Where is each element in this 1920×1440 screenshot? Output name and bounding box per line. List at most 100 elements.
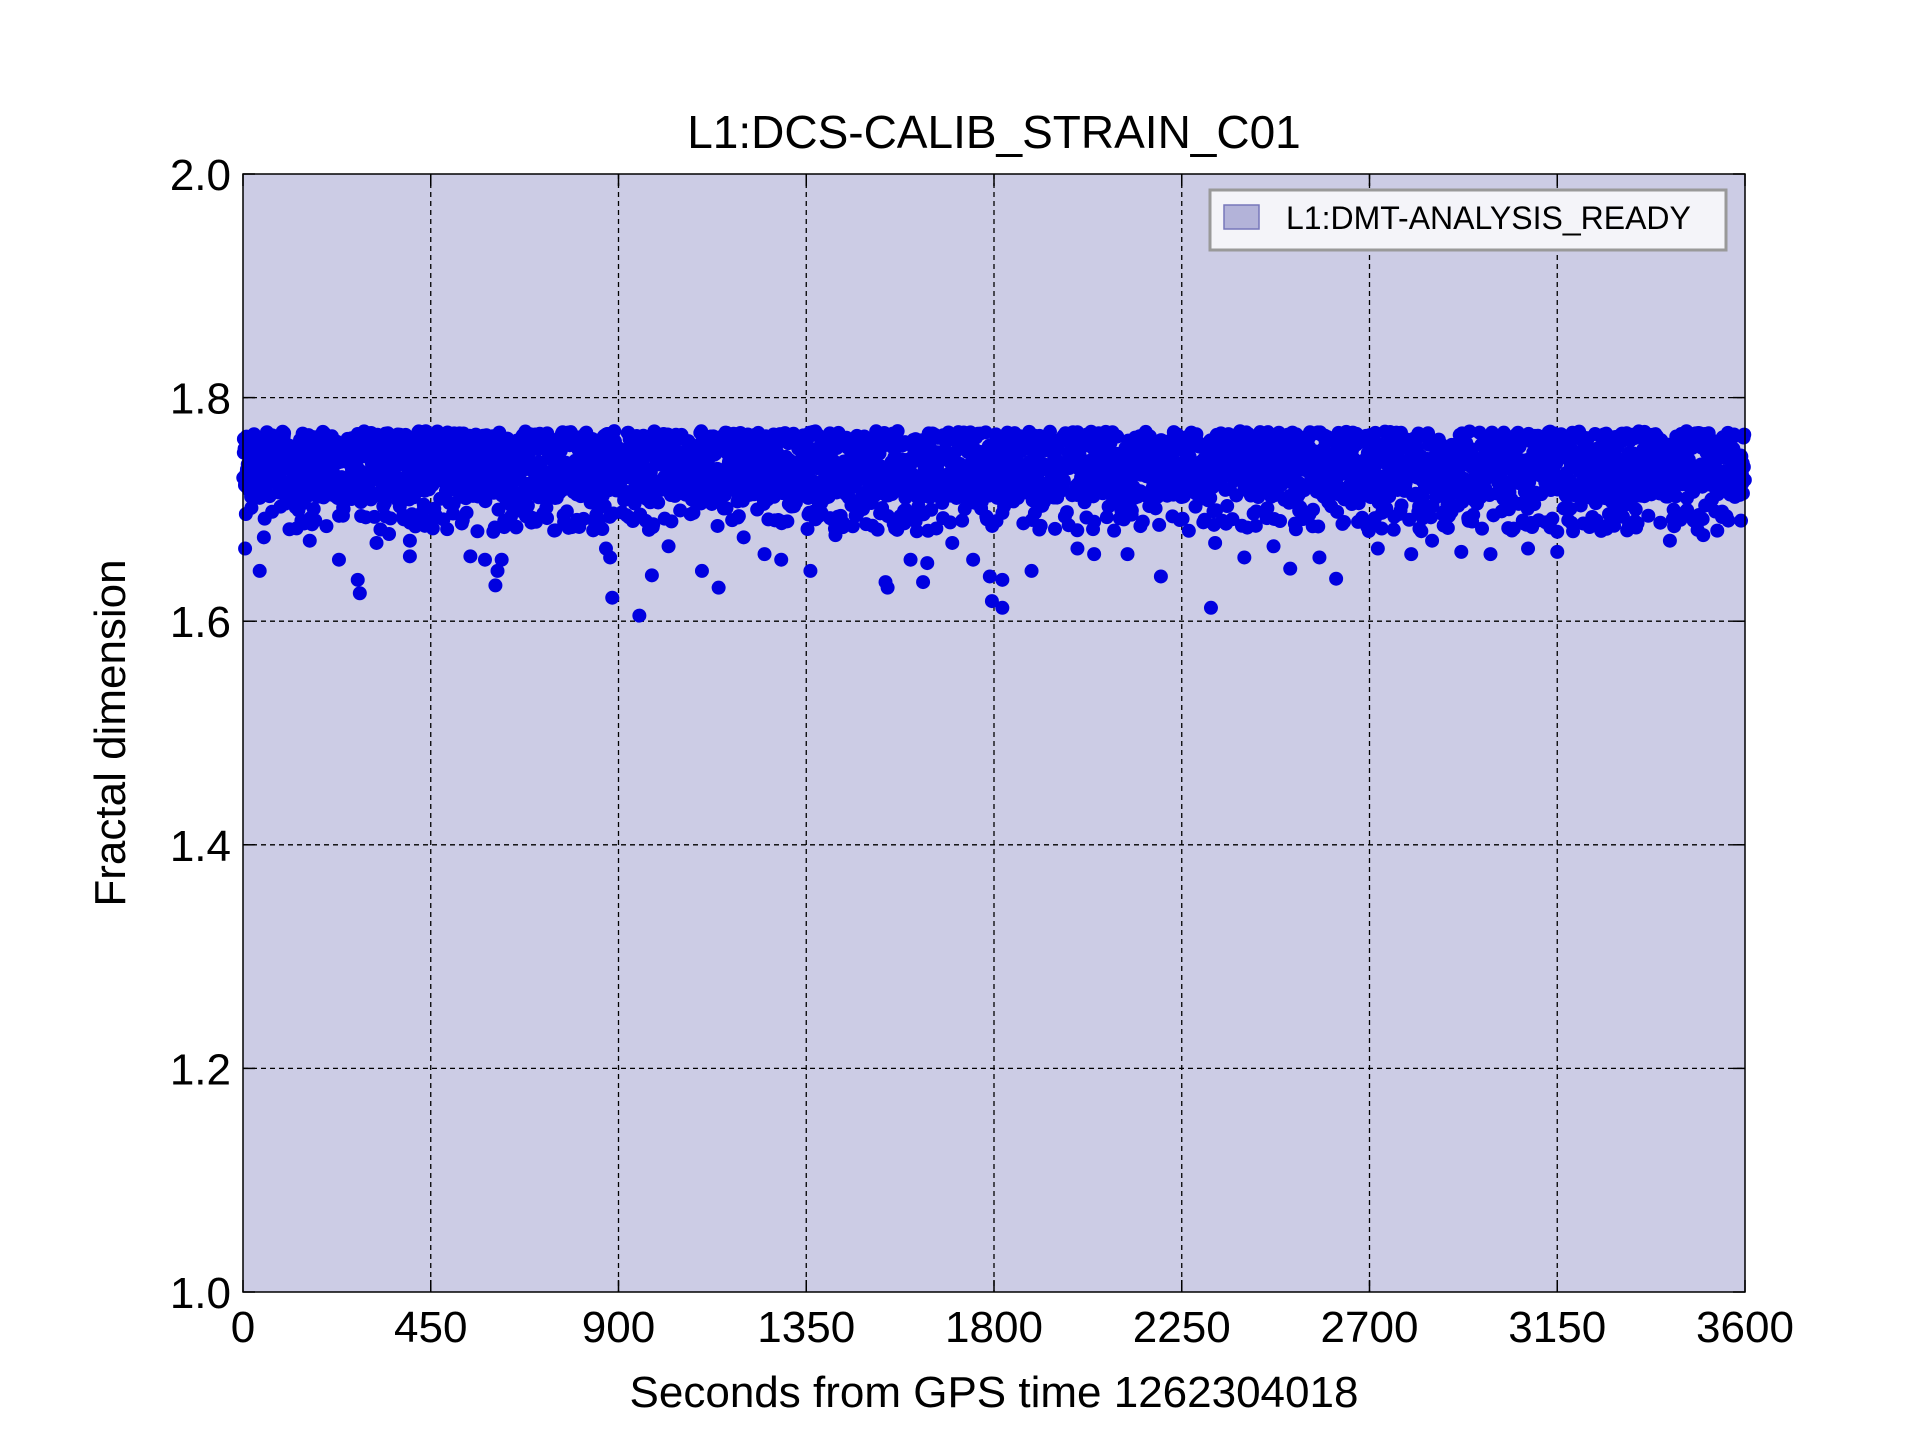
data-point <box>694 563 709 578</box>
data-point <box>488 578 503 593</box>
data-point <box>1209 503 1224 518</box>
data-point <box>1545 511 1560 526</box>
data-point <box>1604 494 1619 509</box>
data-point <box>1329 571 1344 586</box>
data-point <box>1175 511 1190 526</box>
y-tick-label: 1.8 <box>170 375 231 424</box>
data-point <box>1056 473 1071 488</box>
data-point <box>252 563 267 578</box>
data-point <box>1641 508 1656 523</box>
data-point <box>1059 505 1074 520</box>
data-point <box>651 495 666 510</box>
data-point <box>1735 486 1750 501</box>
data-point <box>352 586 367 601</box>
data-point <box>890 424 905 439</box>
data-point <box>302 533 317 548</box>
data-point <box>710 518 725 533</box>
data-point <box>548 523 563 538</box>
y-tick-label: 1.2 <box>170 1045 231 1094</box>
data-point <box>595 522 610 537</box>
data-point <box>664 514 679 529</box>
data-point <box>1260 501 1275 516</box>
data-point <box>402 549 417 564</box>
data-point <box>995 600 1010 615</box>
data-point <box>509 519 524 534</box>
data-point <box>306 501 321 516</box>
data-point <box>1550 544 1565 559</box>
data-points <box>236 424 1752 623</box>
data-point <box>1203 600 1218 615</box>
data-point <box>1203 490 1218 505</box>
data-point <box>382 526 397 541</box>
data-point <box>1283 561 1298 576</box>
data-point <box>331 552 346 567</box>
data-point <box>995 572 1010 587</box>
data-point <box>644 568 659 583</box>
grid-lines <box>243 174 1745 1292</box>
data-point <box>1181 523 1196 538</box>
data-point <box>1414 524 1429 539</box>
data-point <box>256 530 271 545</box>
data-point <box>416 497 431 512</box>
data-point <box>1386 522 1401 537</box>
data-point <box>440 522 455 537</box>
data-point <box>924 502 939 517</box>
data-point <box>1099 510 1114 525</box>
data-point <box>955 513 970 528</box>
data-point <box>736 530 751 545</box>
data-point <box>1087 514 1102 529</box>
data-point <box>402 533 417 548</box>
data-point <box>308 513 323 528</box>
legend-patch <box>1223 204 1260 230</box>
x-tick-label: 2250 <box>1133 1303 1231 1352</box>
data-point <box>1695 512 1710 527</box>
data-point <box>1337 514 1352 529</box>
data-point <box>1710 523 1725 538</box>
data-point <box>880 580 895 595</box>
data-point <box>477 552 492 567</box>
data-point <box>1475 521 1490 536</box>
data-point <box>1048 521 1063 536</box>
data-point <box>1521 541 1536 556</box>
data-point <box>520 498 535 513</box>
data-point <box>367 509 382 524</box>
data-point <box>845 519 860 534</box>
data-point <box>780 514 795 529</box>
data-point <box>731 509 746 524</box>
data-point <box>916 575 931 590</box>
data-point <box>632 608 647 623</box>
data-point <box>803 563 818 578</box>
data-point <box>1248 518 1263 533</box>
data-point <box>1124 503 1139 518</box>
data-point <box>350 572 365 587</box>
data-point <box>1266 539 1281 554</box>
data-point <box>943 515 958 530</box>
data-point <box>1288 522 1303 537</box>
data-point <box>1070 541 1085 556</box>
data-point <box>238 541 253 556</box>
data-point <box>1454 544 1469 559</box>
data-point <box>1662 533 1677 548</box>
data-point <box>1135 514 1150 529</box>
x-tick-label: 1800 <box>945 1303 1043 1352</box>
x-tick-label: 0 <box>231 1303 255 1352</box>
data-point <box>603 550 618 565</box>
data-point <box>569 519 584 534</box>
data-point <box>1033 518 1048 533</box>
data-point <box>319 519 334 534</box>
data-point <box>494 552 509 567</box>
data-point <box>1312 550 1327 565</box>
data-point <box>903 552 918 567</box>
data-point <box>425 521 440 536</box>
x-tick-label: 3150 <box>1508 1303 1606 1352</box>
data-point <box>336 501 351 516</box>
chart-title: L1:DCS-CALIB_STRAIN_C01 <box>687 106 1301 158</box>
data-point <box>1370 541 1385 556</box>
data-point <box>1120 547 1135 562</box>
data-point <box>559 504 574 519</box>
data-point <box>929 521 944 536</box>
data-point <box>1311 519 1326 534</box>
legend-label: L1:DMT-ANALYSIS_READY <box>1286 200 1691 236</box>
data-point <box>523 510 538 525</box>
